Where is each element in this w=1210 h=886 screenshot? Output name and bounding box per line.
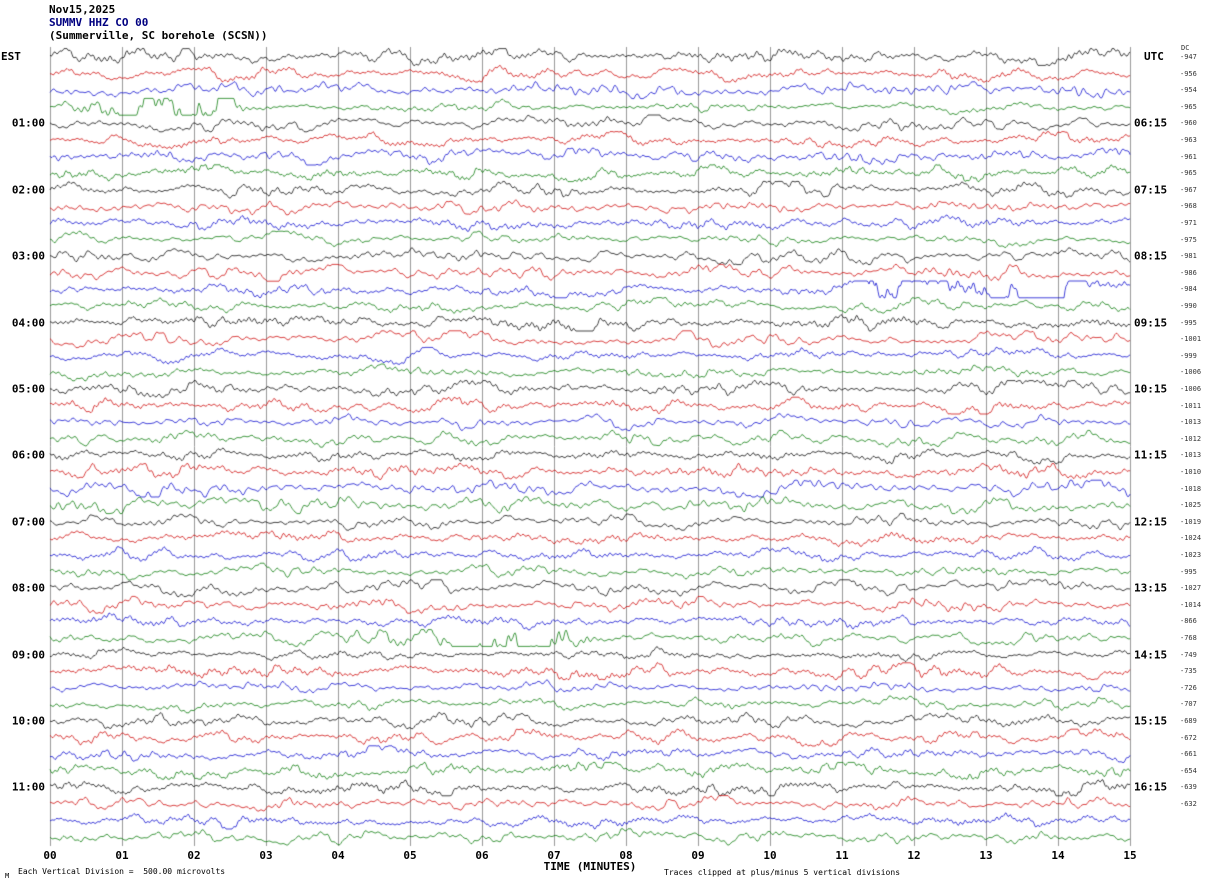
dc-offset-value: -990	[1180, 302, 1197, 310]
dc-offset-value: -672	[1180, 733, 1197, 742]
dc-offset-value: -735	[1180, 667, 1197, 676]
dc-offset-value: -866	[1180, 617, 1197, 626]
dc-offset-value: -1014	[1180, 600, 1202, 609]
station-title: SUMMV HHZ CO 00	[49, 16, 149, 29]
dc-offset-value: -1023	[1180, 551, 1202, 559]
dc-offset-value: -707	[1180, 700, 1197, 709]
dc-offset-value: -1001	[1180, 335, 1202, 344]
location-title: (Summerville, SC borehole (SCSN))	[49, 29, 268, 42]
dc-offset-value: -749	[1180, 650, 1197, 659]
minute-tick-label: 11	[835, 849, 849, 862]
est-hour-label: 07:00	[11, 515, 45, 529]
utc-hour-label: 12:15	[1134, 515, 1168, 529]
dc-offset-value: -984	[1180, 285, 1197, 294]
est-hour-label: 01:00	[11, 116, 45, 130]
utc-hour-label: 09:15	[1134, 316, 1168, 330]
minute-tick-label: 07	[547, 849, 561, 862]
dc-offset-value: -968	[1180, 202, 1197, 211]
dc-offset-value: -1006	[1180, 368, 1202, 377]
dc-offset-value: -632	[1180, 800, 1197, 808]
dc-offset-value: -654	[1180, 766, 1197, 775]
dc-offset-value: -961	[1180, 152, 1197, 161]
minute-tick-label: 13	[979, 849, 993, 862]
utc-hour-label: 10:15	[1134, 382, 1168, 396]
minute-tick-label: 05	[403, 849, 417, 862]
minute-tick-label: 02	[187, 849, 201, 862]
dc-offset-value: -689	[1180, 717, 1197, 725]
minute-tick-label: 10	[763, 849, 777, 862]
minute-tick-label: 15	[1123, 849, 1137, 862]
est-hour-label: 08:00	[11, 581, 45, 595]
dc-offset-value: -995	[1180, 318, 1197, 327]
dc-offset-value: -1011	[1180, 401, 1202, 410]
corner-mark: M	[5, 872, 10, 880]
dc-offset-value: -999	[1180, 351, 1197, 360]
dc-offset-value: -1006	[1180, 385, 1202, 393]
est-hour-label: 09:00	[11, 648, 45, 662]
dc-offset-value: -981	[1180, 252, 1197, 261]
utc-hour-label: 13:15	[1134, 581, 1168, 595]
utc-hour-label: 15:15	[1134, 714, 1168, 728]
dc-offset-value: -1024	[1180, 534, 1202, 543]
dc-offset-value: -768	[1180, 634, 1197, 642]
dc-offset-value: -967	[1180, 185, 1197, 194]
dc-offset-value: -639	[1180, 783, 1197, 792]
minute-tick-label: 14	[1051, 849, 1065, 862]
dc-offset-value: -1027	[1180, 584, 1202, 593]
dc-offset-value: -1012	[1180, 434, 1202, 443]
dc-offset-value: -661	[1180, 750, 1197, 759]
dc-offset-value: -956	[1180, 69, 1197, 78]
dc-offset-value: -954	[1180, 86, 1197, 95]
est-hour-label: 04:00	[11, 316, 45, 330]
utc-hour-label: 06:15	[1134, 116, 1168, 130]
est-hour-label: 05:00	[11, 382, 45, 396]
est-hour-label: 06:00	[11, 448, 45, 462]
minute-tick-label: 04	[331, 849, 345, 862]
minute-tick-label: 08	[619, 849, 633, 862]
dc-offset-value: -965	[1180, 169, 1197, 178]
clip-note: Traces clipped at plus/minus 5 vertical …	[664, 868, 901, 877]
dc-offset-value: -1018	[1180, 484, 1202, 493]
minute-tick-label: 01	[115, 849, 129, 862]
dc-offset-value: -960	[1180, 119, 1197, 128]
utc-hour-label: 07:15	[1134, 183, 1168, 197]
dc-offset-value: -1013	[1180, 451, 1202, 460]
dc-offset-value: -971	[1180, 219, 1197, 227]
est-hour-label: 11:00	[11, 780, 45, 794]
dc-offset-value: -1010	[1180, 468, 1202, 476]
dc-offset-value: -995	[1180, 567, 1197, 576]
x-axis-title: TIME (MINUTES)	[543, 860, 637, 873]
dc-offset-value: -975	[1180, 235, 1197, 244]
utc-hour-label: 14:15	[1134, 648, 1168, 662]
right-timezone-label: UTC	[1144, 50, 1164, 63]
dc-column-header: DC	[1181, 44, 1190, 52]
dc-offset-value: -986	[1180, 268, 1197, 277]
minute-tick-label: 06	[475, 849, 489, 862]
minute-tick-label: 03	[259, 849, 273, 862]
minute-tick-label: 09	[691, 849, 705, 862]
utc-hour-label: 16:15	[1134, 780, 1168, 794]
dc-offset-value: -963	[1180, 136, 1197, 144]
est-hour-label: 10:00	[11, 714, 45, 728]
utc-hour-label: 08:15	[1134, 249, 1168, 263]
dc-offset-value: -965	[1180, 102, 1197, 111]
est-hour-label: 02:00	[11, 183, 45, 197]
utc-hour-label: 11:15	[1134, 448, 1168, 462]
dc-offset-value: -947	[1180, 53, 1197, 61]
dc-offset-value: -1025	[1180, 501, 1202, 510]
minute-tick-label: 12	[907, 849, 921, 862]
dc-offset-value: -1013	[1180, 418, 1202, 427]
dc-offset-value: -1019	[1180, 517, 1202, 526]
minute-tick-label: 00	[43, 849, 57, 862]
scale-note: Each Vertical Division = 500.00 microvol…	[18, 867, 226, 876]
est-hour-label: 03:00	[11, 249, 45, 263]
date-title: Nov15,2025	[49, 3, 116, 16]
left-timezone-label: EST	[1, 50, 21, 63]
dc-offset-value: -726	[1180, 683, 1197, 692]
